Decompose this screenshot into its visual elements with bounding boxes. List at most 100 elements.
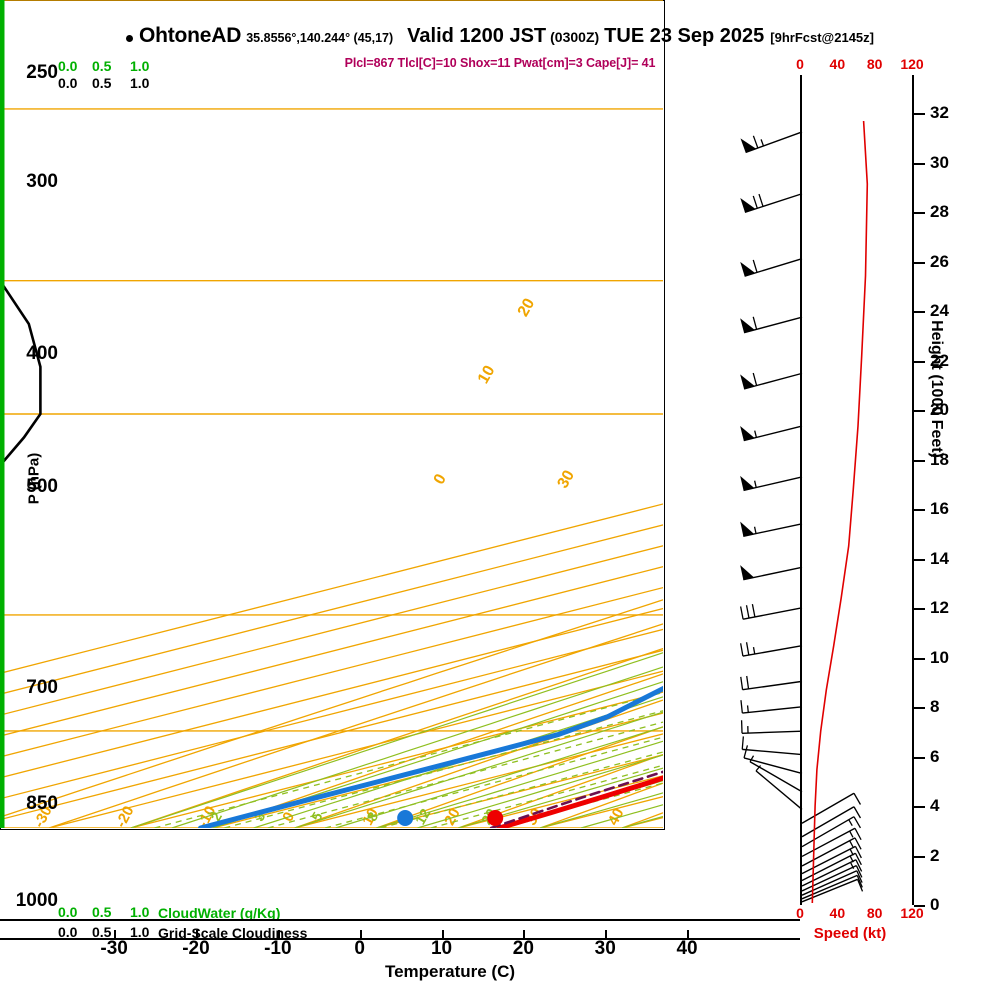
height-tickmark-8 (914, 707, 925, 709)
speed-tick-top-80: 80 (866, 56, 883, 72)
isotherm-label-20: 20 (441, 806, 464, 828)
wind-barb-412 (740, 372, 803, 390)
wind-barb-750 (740, 720, 803, 734)
cloudwater-axis-label: CloudWater (g/Kg) (158, 905, 281, 921)
wind-barb-650 (740, 642, 803, 657)
wind-barb-987 (801, 870, 863, 896)
pressure-tick-700: 700 (26, 676, 58, 698)
curve-temperature (496, 775, 663, 828)
height-tickmark-16 (914, 509, 925, 511)
cloudwater-top-tick-1: 0.5 (92, 58, 112, 74)
dry-adiabat-label-0: 0 (431, 471, 450, 487)
speed-tick-top-0: 0 (796, 56, 804, 72)
cloudwater-bottom-tick-0: 0.0 (58, 904, 78, 920)
curve-parcel (489, 770, 663, 828)
wind-barb-375 (740, 316, 803, 334)
wind-barb-910 (801, 816, 862, 848)
dry-adiabat-10 (376, 726, 663, 828)
temperature-tickmark--10 (277, 930, 280, 940)
curve-cloud-trace (0, 279, 42, 467)
cloudiness-top-tick-1: 0.5 (92, 75, 112, 91)
height-axis-label: Height (1000 Feet) (928, 320, 945, 458)
height-tick-4: 4 (930, 796, 940, 815)
wind-barb-895 (801, 806, 862, 838)
wind-barb-305 (740, 193, 803, 213)
temperature-tick--10: -10 (264, 938, 292, 959)
header: OhtoneAD 35.8556°,140.244° (45,17) Valid 1… (0, 24, 1000, 48)
mixing-ratio-label-5: 5 (308, 809, 326, 824)
cloudiness-top-tick-2: 1.0 (130, 75, 150, 91)
mixing-ratio-8 (380, 751, 663, 828)
height-tickmark-10 (914, 657, 925, 660)
temperature-tickmark--20 (195, 930, 198, 940)
dry-adiabat--10 (212, 673, 663, 828)
valid-date: TUE 23 Sep 2025 (604, 25, 765, 47)
temperature-tickmark-30 (605, 930, 608, 940)
speed-tick-bottom-0: 0 (796, 905, 804, 921)
height-tickmark-4 (914, 806, 925, 808)
height-tick-26: 26 (930, 251, 949, 271)
mixing-ratio-1 (154, 691, 663, 828)
speed-axis-label: Speed (kt) (813, 925, 887, 942)
cloudwater-bottom-tick-1: 0.5 (92, 904, 112, 920)
skewt-canvas: -30-20-10010203040235812200102030 (0, 0, 663, 828)
speed-tick-bottom-40: 40 (829, 905, 846, 921)
wind-barb-275 (740, 131, 803, 154)
isotherm--80 (0, 566, 663, 737)
speed-tick-top-120: 120 (900, 56, 924, 72)
speed-tick-top-40: 40 (829, 56, 846, 72)
cloudiness-top-tick-0: 0.0 (58, 75, 78, 91)
mixing-ratio-3 (267, 721, 663, 828)
height-tick-6: 6 (930, 746, 940, 766)
height-tickmark-20 (914, 410, 925, 412)
moist-adiabat-0 (294, 711, 663, 828)
speed-tick-bottom-80: 80 (866, 905, 883, 921)
station-name: OhtoneAD (139, 24, 242, 47)
wind-barb-875 (801, 792, 862, 824)
moist-adiabat-10 (376, 740, 663, 828)
cloudiness-bottom-tick-1: 0.5 (92, 924, 112, 940)
mixing-ratio-label-12: 12 (412, 806, 434, 828)
height-tick-14: 14 (930, 548, 949, 568)
height-tick-2: 2 (930, 845, 940, 865)
temperature-tickmark-0 (359, 930, 362, 940)
height-tick-28: 28 (930, 202, 949, 221)
isotherm--30 (48, 670, 663, 828)
wind-barb-340 (740, 257, 803, 277)
wind-barb-570 (740, 565, 803, 581)
dry-adiabat-label-1: 10 (475, 363, 499, 387)
pressure-tick-250: 250 (26, 62, 58, 83)
valid-time-zulu: (0300Z) (550, 29, 600, 45)
sounding-stats: Plcl=867 Tlcl[C]=10 Shox=11 Pwat[cm]=3 C… (344, 56, 656, 70)
skewt-plot[interactable]: -30-20-10010203040235812200102030 (0, 0, 665, 830)
temperature-tickmark-20 (523, 930, 526, 940)
height-tick-32: 32 (930, 103, 949, 122)
temperature-tickmark--30 (114, 930, 117, 940)
temperature-tick--30: -30 (100, 938, 128, 959)
wind-barb-490 (740, 475, 803, 492)
pressure-tick-300: 300 (26, 170, 58, 192)
height-tickmark-28 (914, 212, 925, 214)
height-tick-18: 18 (930, 449, 949, 469)
cloudwater-bottom-tick-2: 1.0 (130, 904, 150, 920)
height-tickmark-14 (914, 558, 925, 561)
height-tickmark-12 (914, 608, 925, 610)
pressure-tick-400: 400 (26, 342, 58, 364)
temperature-tickmark-10 (441, 930, 444, 940)
station-dot-icon (126, 35, 133, 42)
height-tickmark-30 (914, 162, 925, 165)
wind-barb-980 (801, 864, 863, 892)
wind-barb-panel[interactable] (739, 75, 869, 905)
moist-adiabat-5 (335, 726, 663, 828)
isotherm--90 (0, 545, 663, 716)
wind-barb-530 (740, 521, 803, 537)
height-tickmark-24 (914, 311, 925, 313)
wind-barb-998 (801, 878, 864, 903)
wind-barb-690 (740, 675, 803, 691)
cloudiness-bottom-tick-2: 1.0 (130, 924, 150, 940)
pressure-tick-500: 500 (26, 476, 58, 497)
dry-adiabat-label-3: 30 (554, 467, 578, 491)
height-tickmark-32 (914, 113, 925, 115)
wind-barb-610 (739, 604, 803, 620)
isotherm--40 (0, 649, 663, 821)
